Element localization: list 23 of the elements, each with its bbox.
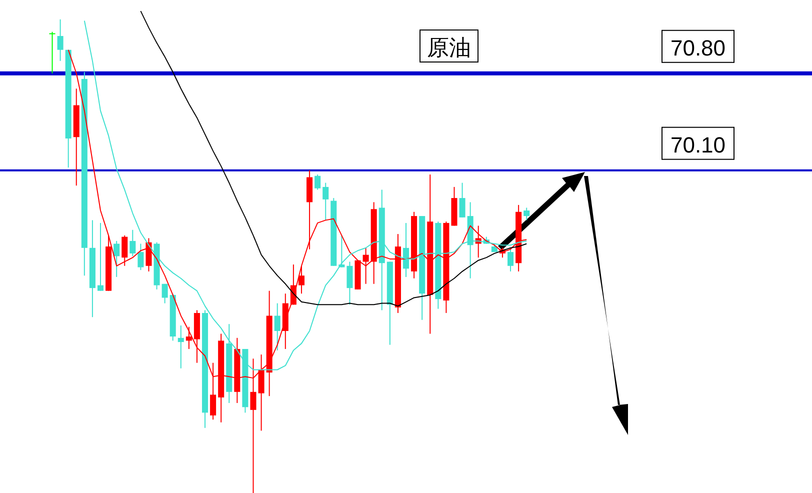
candlestick: [314, 174, 321, 190]
ref-line-label: 70.80: [670, 35, 726, 60]
candlestick: [178, 324, 184, 369]
candlestick: [122, 234, 128, 266]
candlestick: [402, 222, 410, 278]
candlestick: [298, 265, 304, 294]
candlestick: [57, 18, 64, 62]
text: 原油: [427, 36, 471, 61]
candlestick: [362, 247, 369, 284]
candlestick: [346, 261, 353, 306]
candlestick: [130, 229, 136, 257]
candlestick: [138, 243, 144, 271]
candlestick: [459, 182, 466, 218]
candlestick: [508, 247, 514, 272]
candlestick: [274, 302, 280, 351]
ref-line-label: 70.10: [670, 132, 726, 158]
candlestick: [114, 240, 120, 278]
candlestick: [322, 182, 329, 221]
candlestick: [97, 222, 104, 292]
candlestick: [49, 31, 56, 74]
candlestick: [186, 326, 192, 350]
candlestick: [524, 207, 530, 221]
candlestick: [162, 283, 168, 304]
